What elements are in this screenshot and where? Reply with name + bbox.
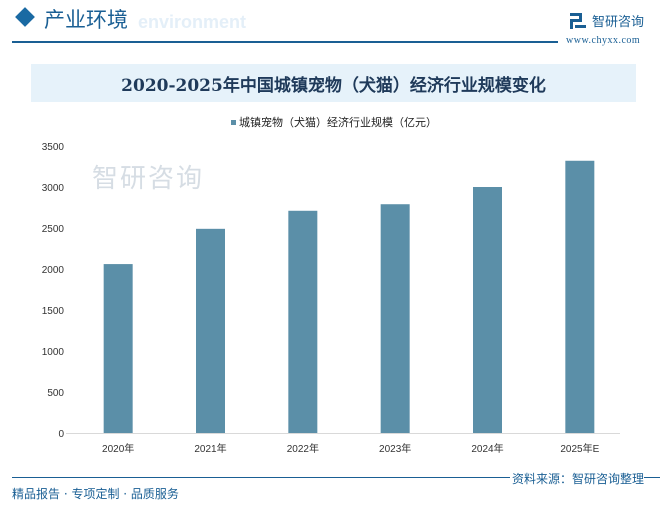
x-tick-label: 2024年 [471, 442, 503, 455]
x-tick-label: 2020年 [102, 442, 134, 455]
logo-url: www.chyxx.com [566, 35, 641, 46]
x-tick-label: 2025年E [560, 442, 599, 455]
footer-divider [12, 477, 660, 478]
y-tick-label: 2500 [42, 224, 65, 235]
legend-swatch [231, 119, 236, 125]
y-tick-label: 2000 [42, 265, 65, 276]
bar-2022年 [288, 210, 318, 433]
header-divider [12, 41, 558, 43]
legend: 城镇宠物（犬猫）经济行业规模（亿元） [0, 114, 668, 130]
x-tick-label: 2022年 [287, 442, 319, 455]
bar-2021年 [196, 228, 225, 433]
x-tick-label: 2021年 [194, 442, 226, 455]
logo-text: 智研咨询 [592, 15, 645, 30]
bar-2020年 [103, 264, 133, 433]
section-title: 产业环境 [44, 8, 128, 32]
bar-2023年 [380, 204, 410, 433]
watermark: 智研咨询 [92, 164, 205, 194]
footer-tagline: 精品报告 · 专项定制 · 品质服务 [12, 487, 179, 501]
y-tick-label: 1000 [42, 347, 65, 358]
x-tick-label: 2023年 [379, 442, 411, 455]
y-tick-label: 3500 [42, 142, 65, 153]
y-tick-label: 1500 [42, 306, 65, 317]
source-note: 资料来源：智研咨询整理 [510, 470, 645, 487]
y-tick-label: 0 [58, 429, 64, 440]
bar-2024年 [473, 187, 502, 433]
legend-label: 城镇宠物（犬猫）经济行业规模（亿元） [239, 116, 437, 129]
bar-2025年E [565, 160, 595, 433]
logo: 智研咨询 [570, 11, 644, 30]
logo-icon [570, 12, 586, 29]
chart-title: 2020-2025年中国城镇宠物（犬猫）经济行业规模变化 [121, 75, 546, 96]
chart-title-box: 2020-2025年中国城镇宠物（犬猫）经济行业规模变化 [31, 64, 636, 102]
y-tick-label: 500 [47, 388, 64, 399]
section-subtitle: environment [138, 12, 247, 32]
y-tick-label: 3000 [42, 183, 65, 194]
